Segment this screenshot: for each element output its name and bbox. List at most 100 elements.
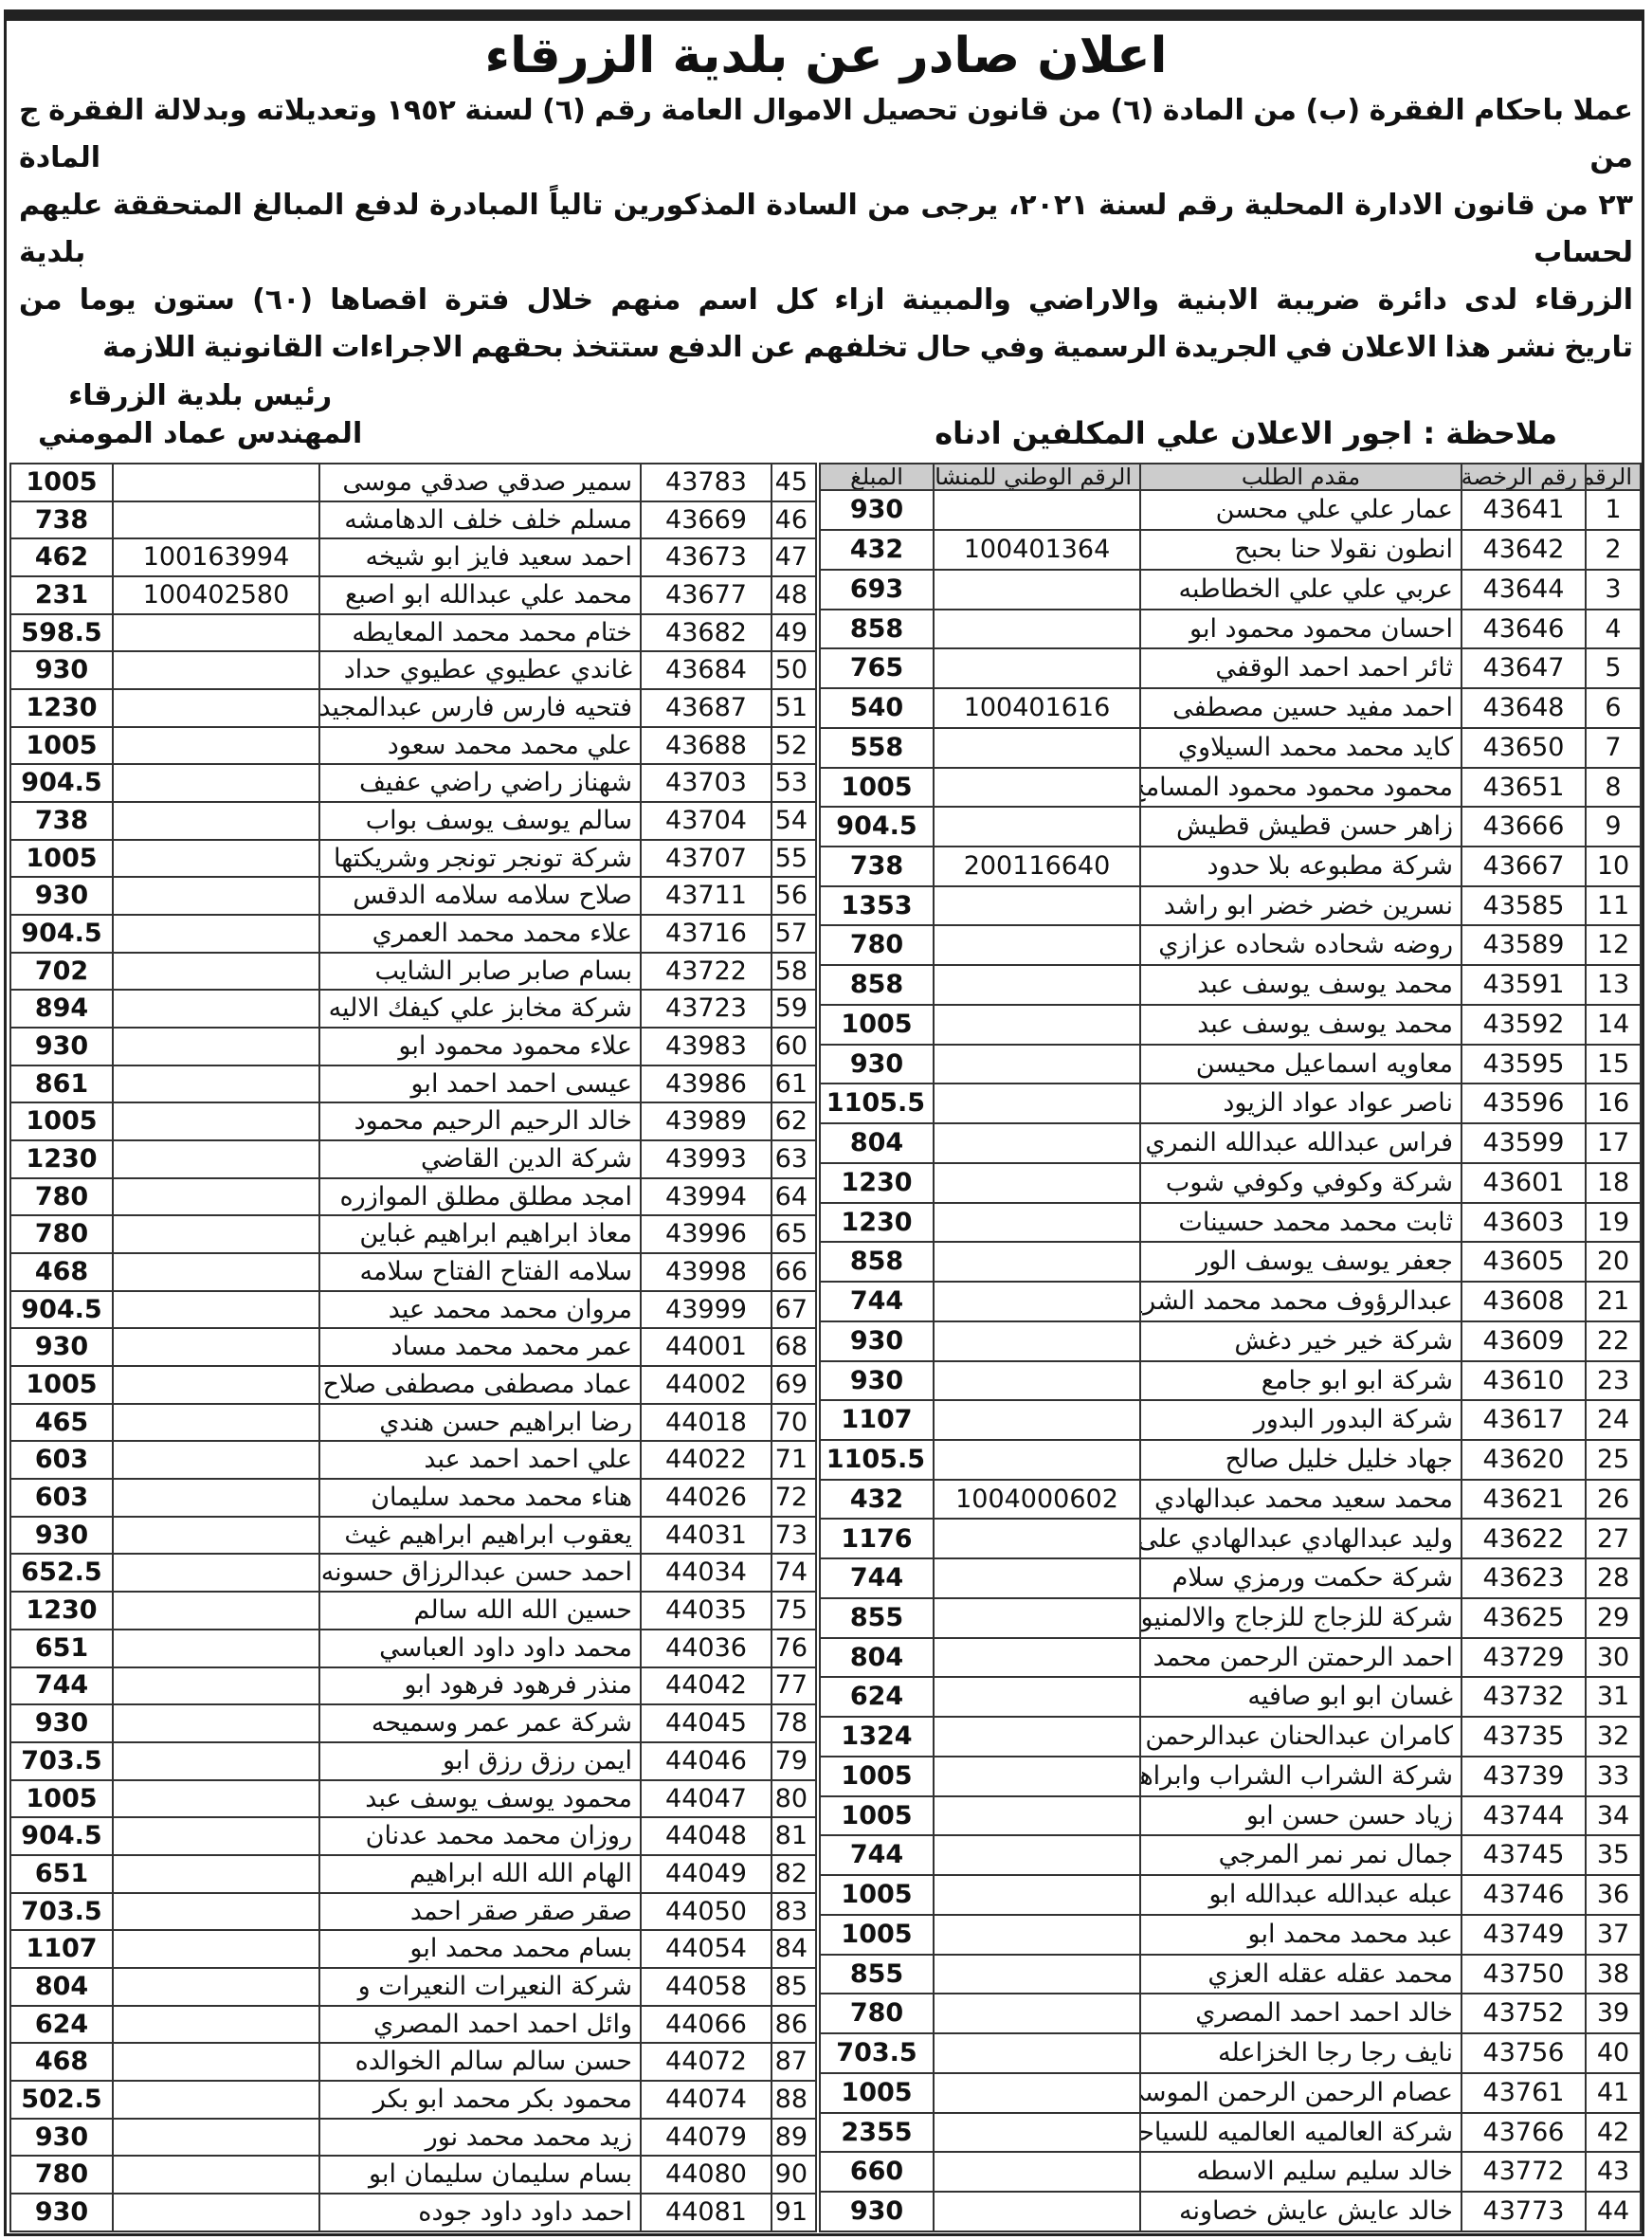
cell-number: 63 bbox=[771, 1139, 817, 1179]
cell-license: 43735 bbox=[1461, 1716, 1587, 1757]
cell-license: 43704 bbox=[640, 801, 772, 841]
table-row: 87 44072 حسن سالم سالم الخوالده 468 bbox=[9, 2042, 817, 2082]
cell-number: 9 bbox=[1585, 806, 1642, 847]
cell-amount: 502.5 bbox=[9, 2079, 114, 2120]
cell-national-id bbox=[112, 2079, 320, 2120]
cell-number: 39 bbox=[1585, 1993, 1642, 2035]
cell-amount: 744 bbox=[9, 1666, 114, 1706]
cell-national-id bbox=[112, 1591, 320, 1630]
table-row: 47 43673 احمد سعيد فايز ابو شيخه 100163994 4… bbox=[9, 537, 817, 578]
cell-amount: 1176 bbox=[819, 1518, 935, 1560]
cell-applicant: خالد سليم سليم الاسطه bbox=[1139, 2151, 1462, 2193]
cell-license: 44046 bbox=[640, 1740, 772, 1781]
table-row: 56 43711 صلاح سلامه سلامه الدقس 930 bbox=[9, 876, 817, 917]
cell-license: 43773 bbox=[1461, 2190, 1587, 2233]
cell-amount: 432 bbox=[819, 1478, 935, 1521]
cell-license: 44047 bbox=[640, 1778, 772, 1819]
cell-national-id bbox=[112, 1666, 320, 1706]
cell-license: 43999 bbox=[640, 1289, 772, 1330]
cell-applicant: جمال نمر نمر المرجي bbox=[1139, 1834, 1462, 1877]
cell-amount: 780 bbox=[819, 1993, 935, 2035]
cell-national-id bbox=[112, 1628, 320, 1668]
table-row: 11 43585 نسرين خضر خضر ابو راشد 1353 bbox=[819, 884, 1642, 927]
cell-applicant: صلاح سلامه سلامه الدقس bbox=[318, 876, 642, 917]
table-row: 1 43641 عمار علي علي محسن 930 bbox=[819, 489, 1642, 532]
cell-number: 54 bbox=[771, 801, 817, 841]
cell-amount: 904.5 bbox=[9, 914, 114, 954]
cell-number: 33 bbox=[1585, 1755, 1642, 1797]
cell-number: 5 bbox=[1585, 647, 1642, 690]
cell-applicant: ناصر عواد عواد الزيود bbox=[1139, 1083, 1462, 1125]
table-row: 57 43716 علاء محمد محمد العمري 904.5 bbox=[9, 914, 817, 954]
cell-amount: 1105.5 bbox=[819, 1439, 935, 1481]
cell-number: 79 bbox=[771, 1740, 817, 1781]
cell-amount: 651 bbox=[9, 1853, 114, 1894]
cell-applicant: معاويه اسماعيل محيسن bbox=[1139, 1043, 1462, 1085]
cell-license: 43650 bbox=[1461, 726, 1587, 769]
cell-applicant: شركة مطبوعه بلا حدود bbox=[1139, 846, 1462, 887]
cell-license: 44081 bbox=[640, 2192, 772, 2233]
cell-applicant: غسان ابو ابو صافيه bbox=[1139, 1676, 1462, 1719]
cell-national-id bbox=[933, 1993, 1141, 2035]
table-row: 31 43732 غسان ابو ابو صافيه 624 bbox=[819, 1676, 1642, 1719]
cell-national-id bbox=[112, 1778, 320, 1819]
cell-license: 44079 bbox=[640, 2117, 772, 2158]
cell-number: 83 bbox=[771, 1891, 817, 1932]
cell-license: 43749 bbox=[1461, 1913, 1587, 1956]
cell-license: 43766 bbox=[1461, 2111, 1587, 2154]
cell-national-id bbox=[933, 1320, 1141, 1362]
cell-national-id bbox=[112, 1853, 320, 1894]
cell-number: 3 bbox=[1585, 568, 1642, 610]
cell-national-id bbox=[112, 1966, 320, 2007]
table-row: 37 43749 عبد محمد محمد ابو 1005 bbox=[819, 1913, 1642, 1956]
cell-national-id bbox=[112, 1478, 320, 1518]
cell-applicant: علاء محمد محمد العمري bbox=[318, 914, 642, 954]
table-row: 6 43648 احمد مفيد حسين مصطفى 100401616 540 bbox=[819, 687, 1642, 729]
table-row: 46 43669 مسلم خلف خلف الدهامشه 738 bbox=[9, 500, 817, 540]
cell-applicant: محمد يوسف يوسف عبد bbox=[1139, 1003, 1462, 1046]
table-row: 88 44074 محمود بكر محمد ابو بكر 502.5 bbox=[9, 2079, 817, 2120]
cell-number: 91 bbox=[771, 2192, 817, 2233]
cell-applicant: منذر فرهود فرهود ابو bbox=[318, 1666, 642, 1706]
cell-license: 43752 bbox=[1461, 1993, 1587, 2035]
cell-license: 43745 bbox=[1461, 1834, 1587, 1877]
table-row: 81 44048 روزان محمد محمد عدنان 904.5 bbox=[9, 1816, 817, 1856]
cell-number: 90 bbox=[771, 2155, 817, 2194]
cell-applicant: علاء محمود محمود ابو bbox=[318, 1027, 642, 1066]
cell-national-id bbox=[112, 2192, 320, 2233]
table-row: 13 43591 محمد يوسف يوسف عبد 858 bbox=[819, 964, 1642, 1006]
cell-national-id bbox=[112, 1102, 320, 1142]
header-amount: المبلغ bbox=[819, 462, 935, 492]
cell-license: 43592 bbox=[1461, 1003, 1587, 1046]
cell-applicant: خالد الرحيم الرحيم محمود bbox=[318, 1102, 642, 1142]
table-row: 60 43983 علاء محمود محمود ابو 930 bbox=[9, 1027, 817, 1066]
table-row: 73 44031 يعقوب ابراهيم ابراهيم غيث 930 bbox=[9, 1515, 817, 1556]
cell-license: 43688 bbox=[640, 725, 772, 766]
table-row: 59 43723 شركة مخابز علي كيفك الاليه 894 bbox=[9, 989, 817, 1029]
cell-national-id bbox=[112, 1365, 320, 1405]
cell-amount: 804 bbox=[9, 1966, 114, 2007]
cell-applicant: علي محمد محمد سعود bbox=[318, 725, 642, 766]
cell-national-id: 100401616 bbox=[933, 687, 1141, 729]
cell-license: 43732 bbox=[1461, 1676, 1587, 1719]
cell-license: 43996 bbox=[640, 1214, 772, 1255]
cell-number: 30 bbox=[1585, 1636, 1642, 1679]
table-row: 14 43592 محمد يوسف يوسف عبد 1005 bbox=[819, 1003, 1642, 1046]
cell-license: 43641 bbox=[1461, 489, 1587, 532]
cell-national-id bbox=[933, 1557, 1141, 1599]
cell-amount: 930 bbox=[819, 2190, 935, 2233]
cell-amount: 738 bbox=[819, 846, 935, 887]
cell-number: 34 bbox=[1585, 1794, 1642, 1837]
cell-number: 28 bbox=[1585, 1557, 1642, 1599]
cell-number: 32 bbox=[1585, 1716, 1642, 1757]
cell-amount: 738 bbox=[9, 500, 114, 540]
table-row: 30 43729 احمد الرحمتن الرحمن محمد 804 bbox=[819, 1636, 1642, 1679]
cell-amount: 1005 bbox=[9, 1778, 114, 1819]
cell-license: 44072 bbox=[640, 2042, 772, 2082]
cell-number: 88 bbox=[771, 2079, 817, 2120]
table-row: 2 43642 انطون نقولا حنا بحبح 100401364 432 bbox=[819, 529, 1642, 571]
cell-amount: 1005 bbox=[819, 766, 935, 809]
cell-amount: 904.5 bbox=[9, 1289, 114, 1330]
table-row: 10 43667 شركة مطبوعه بلا حدود 200116640 738 bbox=[819, 846, 1642, 887]
cell-amount: 744 bbox=[819, 1834, 935, 1877]
